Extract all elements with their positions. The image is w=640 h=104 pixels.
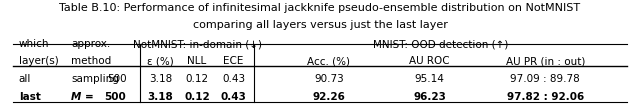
Text: Table B.10: Performance of infinitesimal jackknife pseudo-ensemble distribution : Table B.10: Performance of infinitesimal… <box>60 2 580 13</box>
Text: last: last <box>19 92 40 102</box>
Text: Acc. (%): Acc. (%) <box>307 56 350 66</box>
Text: comparing all layers versus just the last layer: comparing all layers versus just the las… <box>193 20 447 30</box>
Text: 96.23: 96.23 <box>413 92 446 102</box>
Text: layer(s): layer(s) <box>19 56 58 66</box>
Text: AU ROC: AU ROC <box>410 56 450 66</box>
Text: which: which <box>19 39 49 49</box>
Text: ε (%): ε (%) <box>147 56 174 66</box>
Text: all: all <box>19 74 31 84</box>
Text: 500: 500 <box>107 74 126 84</box>
Text: ECE: ECE <box>223 56 244 66</box>
Text: NLL: NLL <box>188 56 207 66</box>
Text: 500: 500 <box>104 92 126 102</box>
Text: sampling: sampling <box>71 74 119 84</box>
Text: 90.73: 90.73 <box>314 74 344 84</box>
Text: 0.12: 0.12 <box>186 74 209 84</box>
Text: 3.18: 3.18 <box>148 92 173 102</box>
Text: 0.12: 0.12 <box>184 92 210 102</box>
Text: M =: M = <box>71 92 93 102</box>
Text: AU PR (in : out): AU PR (in : out) <box>506 56 585 66</box>
Text: 0.43: 0.43 <box>222 74 245 84</box>
Text: MNIST: OOD detection (↑): MNIST: OOD detection (↑) <box>373 39 509 49</box>
Text: 97.82 : 92.06: 97.82 : 92.06 <box>507 92 584 102</box>
Text: 92.26: 92.26 <box>312 92 346 102</box>
Text: 97.09 : 89.78: 97.09 : 89.78 <box>511 74 580 84</box>
Text: method: method <box>71 56 111 66</box>
Text: NotMNIST: in-domain (↓): NotMNIST: in-domain (↓) <box>132 39 262 49</box>
Text: 0.43: 0.43 <box>221 92 246 102</box>
Text: approx.: approx. <box>71 39 110 49</box>
Text: 3.18: 3.18 <box>149 74 172 84</box>
Text: 95.14: 95.14 <box>415 74 445 84</box>
